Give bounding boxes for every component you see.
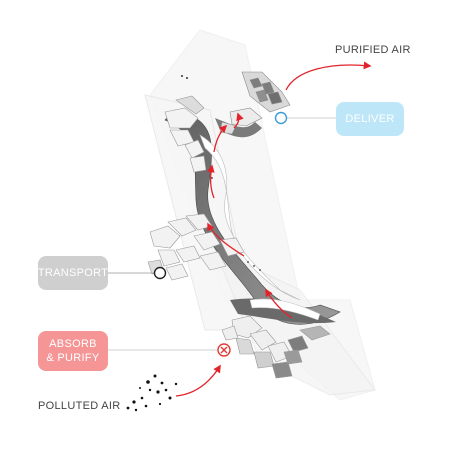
lower-lattice <box>221 315 331 379</box>
absorb-purify-badge: ABSORB & PURIFY <box>38 331 108 371</box>
transport-marker <box>153 266 167 280</box>
purified-air-arrow <box>285 61 372 91</box>
texture-dots <box>181 75 261 271</box>
internal-flow-arrows <box>206 112 293 319</box>
absorb-badge-line2: & PURIFY <box>46 352 100 364</box>
deliver-badge: DELIVER <box>336 102 404 136</box>
polluted-air-label: POLLUTED AIR <box>38 400 121 412</box>
upper-lattice <box>164 95 207 173</box>
absorb-marker <box>217 343 231 357</box>
deliver-marker <box>274 111 288 125</box>
polluted-air-arrow <box>175 364 221 397</box>
transport-badge: TRANSPORT <box>38 256 108 290</box>
absorb-badge-line1: ABSORB <box>49 338 97 350</box>
pollution-particles <box>126 374 178 412</box>
deliver-badge-label: DELIVER <box>345 113 395 125</box>
top-branch <box>219 71 291 135</box>
transport-badge-label: TRANSPORT <box>37 267 109 279</box>
purified-air-label: PURIFIED AIR <box>335 44 411 56</box>
middle-lattice <box>147 213 245 281</box>
